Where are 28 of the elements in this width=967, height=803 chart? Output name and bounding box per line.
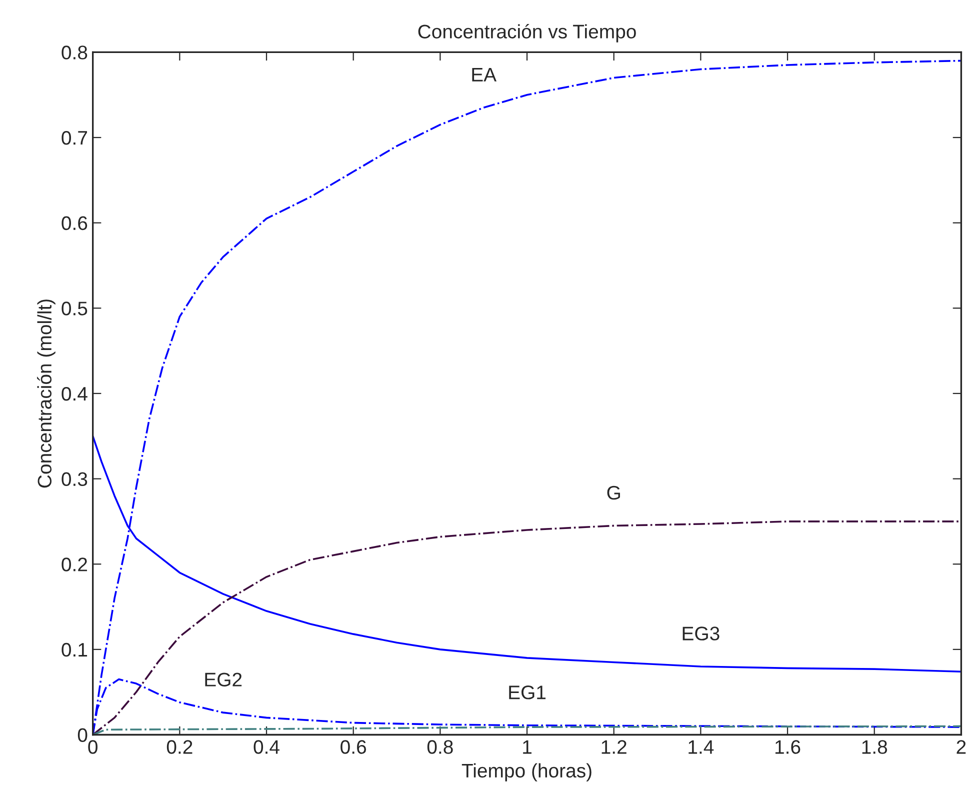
y-tick-label: 0.8 — [62, 46, 88, 60]
y-axis-title: Concentración (mol/lt) — [37, 300, 56, 488]
x-tick-label: 0 — [88, 740, 98, 754]
x-tick-label: 1.8 — [862, 740, 888, 754]
y-tick-label: 0.5 — [62, 302, 88, 316]
annotation: EA — [472, 68, 497, 82]
x-tick-label: 0.6 — [340, 740, 366, 754]
annotation: EG1 — [509, 686, 546, 700]
annotation: G — [607, 486, 620, 500]
x-tick-label: 2 — [956, 740, 966, 754]
y-tick-label: 0.4 — [62, 386, 88, 401]
y-tick-label: 0.2 — [62, 558, 87, 572]
y-tick-label: 0 — [78, 728, 88, 742]
y-tick-label: 0.1 — [62, 642, 88, 657]
x-tick-label: 0.8 — [427, 740, 453, 754]
x-tick-label: 0.2 — [166, 740, 192, 754]
y-tick-label: 0.6 — [62, 216, 88, 230]
x-tick-label: 1 — [523, 740, 532, 754]
y-tick-label: 0.7 — [62, 130, 87, 145]
annotation: EG3 — [682, 626, 720, 640]
y-tick-label: 0.3 — [62, 472, 88, 486]
chart-title: Concentración vs Tiempo — [418, 24, 636, 42]
x-tick-label: 1.6 — [775, 740, 800, 754]
x-tick-label: 1.4 — [688, 740, 714, 754]
annotation: EG2 — [205, 672, 242, 686]
x-tick-label: 0.4 — [254, 740, 280, 754]
x-tick-label: 1.2 — [602, 740, 626, 754]
x-axis-title: Tiempo (horas) — [462, 763, 592, 782]
